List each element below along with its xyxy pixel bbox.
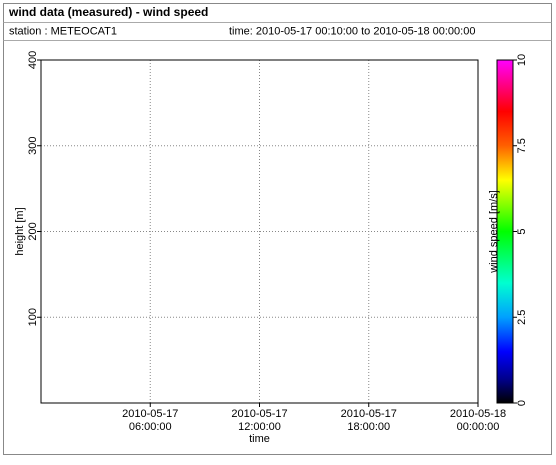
colorbar-label: wind speed [m/s] (488, 190, 500, 274)
y-axis-label: height [m] (14, 207, 26, 255)
plot-border (40, 59, 479, 404)
y-tick-label: 300 (27, 137, 39, 155)
station: station : METEOCAT1 (9, 25, 117, 37)
colorbar-tick-label: 5 (516, 228, 528, 234)
colorbar-tick-label: 7.5 (516, 138, 528, 153)
colorbar-tick-label: 10 (516, 54, 528, 66)
x-tick-label: 2010-05-17 12:00:00 (231, 408, 287, 433)
y-tick-label: 200 (27, 222, 39, 240)
y-tick-label: 400 (27, 51, 39, 69)
x-tick-label: 2010-05-17 18:00:00 (341, 408, 397, 433)
x-tick-label: 2010-05-17 06:00:00 (122, 408, 178, 433)
y-tick-label: 100 (27, 308, 39, 326)
x-tick-label: 2010-05-18 00:00:00 (450, 408, 506, 433)
chart-title: wind data (measured) - wind speed (8, 5, 208, 19)
time-range: time: 2010-05-17 00:10:00 to 2010-05-18 … (229, 25, 475, 37)
colorbar-tick-label: 0 (516, 400, 528, 406)
colorbar-tick-label: 2.5 (516, 310, 528, 325)
x-axis-label: time (249, 433, 270, 445)
